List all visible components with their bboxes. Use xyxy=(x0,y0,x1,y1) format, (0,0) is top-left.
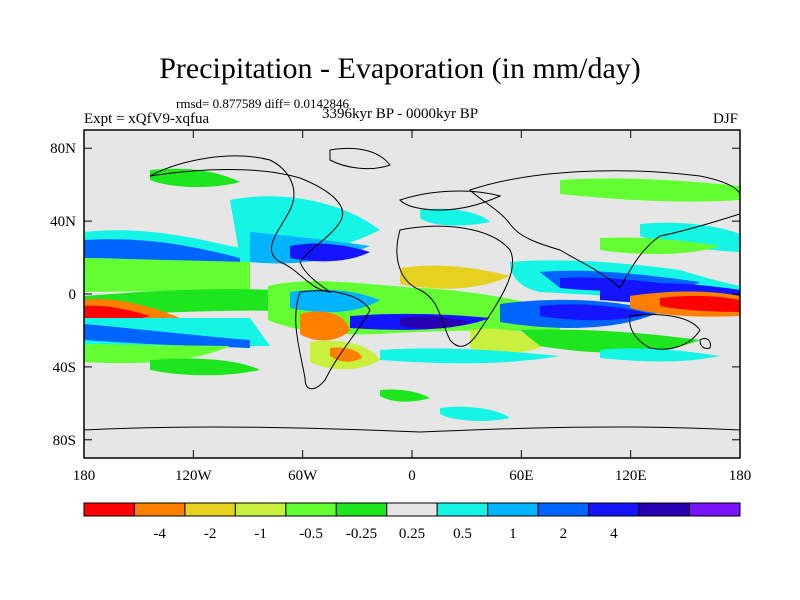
colorbar-label: 1 xyxy=(509,526,517,542)
lat-tick-label: 0 xyxy=(69,287,77,303)
new-zealand-outline xyxy=(699,337,711,349)
field-region xyxy=(470,328,550,354)
lon-tick-label: 60E xyxy=(509,468,533,484)
field-region xyxy=(640,222,740,252)
period-label: 3396kyr BP - 0000kyr BP xyxy=(322,106,479,122)
colorbar-box xyxy=(436,502,489,517)
field-region xyxy=(560,178,740,202)
field-region xyxy=(300,311,350,341)
lat-tick-label: 40S xyxy=(53,360,76,376)
colorbar-box xyxy=(487,502,539,517)
map-title: Precipitation - Evaporation (in mm/day) xyxy=(159,52,641,85)
antarctica-outline xyxy=(84,426,740,433)
lon-tick-label: 60W xyxy=(288,468,318,484)
lon-tick-label: 120E xyxy=(615,468,647,484)
lon-tick-label: 180 xyxy=(729,468,752,484)
season-label: DJF xyxy=(712,111,738,127)
field-region xyxy=(660,295,740,312)
field-region xyxy=(400,265,510,289)
field-region xyxy=(600,237,720,255)
colorbar-box xyxy=(335,502,388,517)
lon-tick-label: 0 xyxy=(408,468,416,484)
colorbar-box xyxy=(386,502,438,517)
field-region xyxy=(84,344,230,364)
field-region xyxy=(150,358,260,376)
field-region xyxy=(290,289,380,313)
colorbar-box xyxy=(83,502,135,517)
colorbar-label: -4 xyxy=(153,526,166,542)
asia-outline xyxy=(469,170,740,289)
greenland-outline xyxy=(329,147,391,170)
south-america-outline xyxy=(295,290,371,390)
field-region xyxy=(84,239,240,266)
colorbar-label: -1 xyxy=(254,526,267,542)
europe-outline xyxy=(399,190,502,211)
colorbar-label: -2 xyxy=(204,526,217,542)
stats-label: rmsd= 0.877589 diff= 0.0142846 xyxy=(176,96,349,111)
colorbar-label: 0.25 xyxy=(399,526,425,542)
field-region xyxy=(84,305,150,320)
field-region xyxy=(420,208,490,226)
latitude-ticks: 80N 40N 0 40S 80S xyxy=(50,141,740,449)
field-shading xyxy=(84,168,740,421)
field-region xyxy=(400,316,470,329)
colorbar-label: -0.5 xyxy=(299,526,323,542)
lon-tick-label: 120W xyxy=(175,468,213,484)
field-region xyxy=(380,348,560,364)
field-region xyxy=(84,258,250,292)
field-region xyxy=(380,389,430,402)
colorbar-box xyxy=(184,502,236,517)
field-region xyxy=(540,304,650,321)
colorbar-box xyxy=(588,502,640,517)
field-region xyxy=(520,329,700,353)
colorbar-box xyxy=(285,502,337,517)
colorbar-box xyxy=(234,502,287,517)
australia-outline xyxy=(629,314,701,350)
field-region xyxy=(84,324,250,348)
lat-tick-label: 40N xyxy=(50,214,76,230)
colorbar-box xyxy=(689,502,741,517)
lat-tick-label: 80S xyxy=(53,433,76,449)
map-panel xyxy=(84,130,740,458)
lat-tick-label: 80N xyxy=(50,141,76,157)
experiment-label: Expt = xQfV9-xqfua xyxy=(84,111,210,127)
colorbar-box xyxy=(133,502,186,517)
colorbar-label: 0.5 xyxy=(453,526,472,542)
colorbar: -4 -2 -1 -0.5 -0.25 0.25 0.5 1 2 4 xyxy=(83,502,741,542)
field-region xyxy=(290,243,370,262)
colorbar-box xyxy=(638,502,691,517)
colorbar-label: 4 xyxy=(610,526,618,542)
coastlines xyxy=(84,147,740,433)
field-region xyxy=(600,348,720,362)
lon-tick-label: 180 xyxy=(73,468,96,484)
africa-outline xyxy=(396,225,514,347)
field-region xyxy=(440,406,510,421)
colorbar-box xyxy=(537,502,590,517)
colorbar-label: 2 xyxy=(560,526,568,542)
longitude-ticks: 180 120W 60W 0 60E 120E 180 xyxy=(73,130,752,484)
north-america-outline xyxy=(149,155,343,293)
colorbar-label: -0.25 xyxy=(346,526,377,542)
